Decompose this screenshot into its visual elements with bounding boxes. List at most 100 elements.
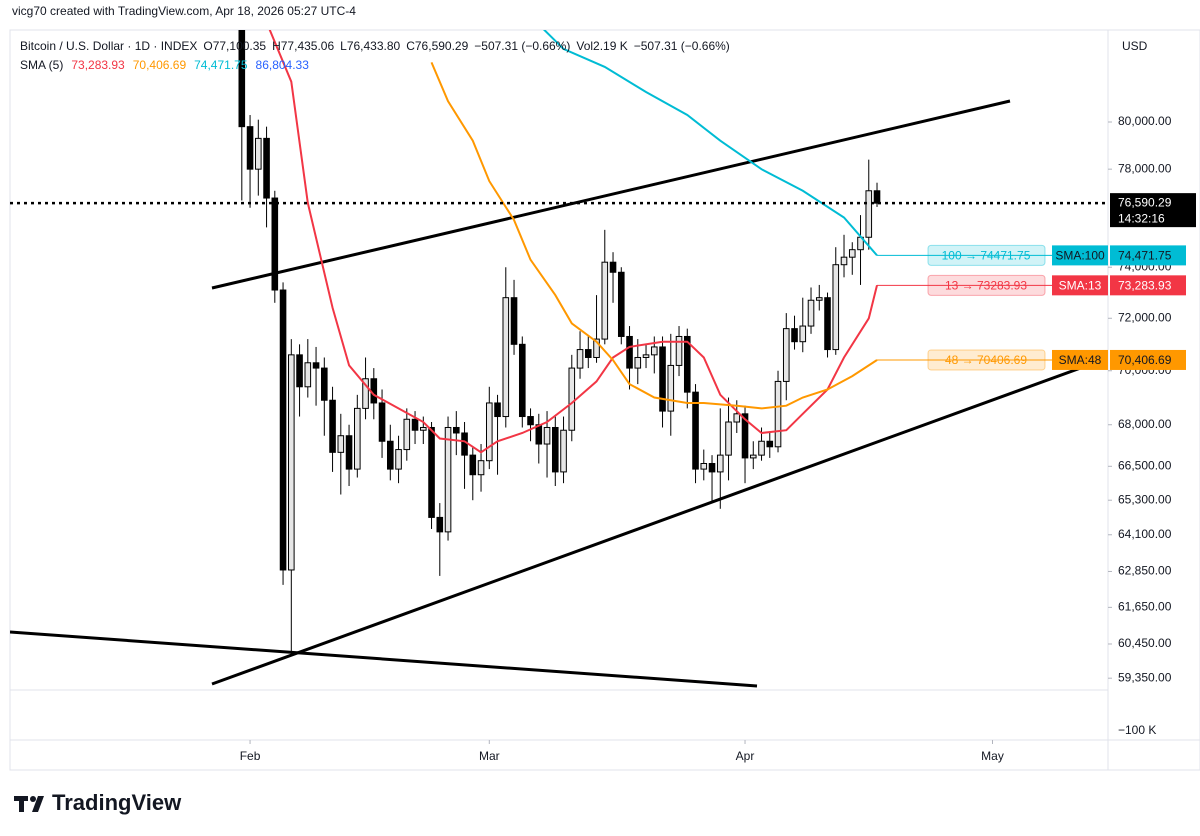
sma-line xyxy=(430,62,878,410)
y-tick-label: 64,100.00 xyxy=(1118,527,1172,541)
ohlc-stat: L76,433.80 xyxy=(340,39,400,53)
candle-body xyxy=(362,378,369,409)
candle-body xyxy=(716,454,724,473)
ohlc-stat: Vol2.19 K xyxy=(576,39,627,53)
candle-body xyxy=(329,399,336,453)
sma-value-tag xyxy=(1110,275,1186,296)
x-tick-label: Mar xyxy=(479,749,500,763)
candle-body xyxy=(527,416,534,426)
volume-axis-label: −100 K xyxy=(1118,723,1156,737)
sma-value-tag xyxy=(1110,349,1186,370)
candle-body xyxy=(741,413,749,459)
sma-value: 74,471.75 xyxy=(1118,249,1172,263)
candle-body xyxy=(494,402,501,418)
candle-body xyxy=(436,516,444,533)
sma-name-tag xyxy=(1052,349,1108,370)
sma-pill-label: 13 → 73283.93 xyxy=(945,279,1027,293)
candle-body xyxy=(477,460,485,476)
candle-body xyxy=(675,335,683,366)
legend-value: 73,283.93 xyxy=(71,58,125,72)
symbol: Bitcoin / U.S. Dollar · 1D · INDEX xyxy=(20,39,197,53)
candle-body xyxy=(824,297,831,351)
logo-mark xyxy=(19,796,24,812)
x-tick-label: Feb xyxy=(240,749,261,763)
candle-body xyxy=(444,426,452,533)
candle-body xyxy=(642,354,650,358)
candle-body xyxy=(411,418,419,431)
candle-body xyxy=(304,362,312,388)
candle-body xyxy=(386,440,394,470)
y-tick-label: 62,850.00 xyxy=(1118,564,1172,578)
candle-body xyxy=(510,297,518,345)
symbol-header: Bitcoin / U.S. Dollar · 1D · INDEX O77,10… xyxy=(20,39,730,53)
y-tick-label: 72,000.00 xyxy=(1118,310,1172,324)
attribution: vicg70 created with TradingView.com, Apr… xyxy=(12,4,356,18)
candle-body xyxy=(617,271,625,337)
candle-body xyxy=(452,426,460,434)
candle-body xyxy=(568,367,576,431)
candle-body xyxy=(683,335,691,393)
candle-body xyxy=(700,462,708,470)
trend-line xyxy=(10,630,758,688)
candle-body xyxy=(469,454,477,476)
last-price-label: 76,590.29 xyxy=(1118,195,1172,209)
candle-body xyxy=(296,354,303,388)
candle-body xyxy=(288,354,295,571)
y-tick-label: 60,450.00 xyxy=(1118,636,1172,650)
sma-value: 73,283.93 xyxy=(1118,279,1172,293)
candle-body xyxy=(518,343,526,418)
y-tick-label: 80,000.00 xyxy=(1118,114,1172,128)
candle-body xyxy=(807,299,815,327)
candle-body xyxy=(263,137,270,199)
y-tick-label: 78,000.00 xyxy=(1118,161,1172,175)
candle-body xyxy=(733,413,741,423)
candle-body xyxy=(378,402,386,442)
y-tick-label: 61,650.00 xyxy=(1118,600,1172,614)
currency-label: USD xyxy=(1122,39,1148,53)
candle-body xyxy=(551,426,559,473)
legend: SMA (5) 73,283.93 70,406.69 74,471.75 86,804… xyxy=(20,58,309,72)
sma-pill xyxy=(927,349,1046,371)
candle-body xyxy=(650,346,658,356)
candle-body xyxy=(725,421,732,456)
candle-body xyxy=(255,137,262,170)
candle-body xyxy=(246,126,254,170)
candle-body xyxy=(485,402,493,462)
sma-line xyxy=(268,30,878,454)
candle-body xyxy=(395,449,402,470)
candle-body xyxy=(766,440,774,448)
candle-body xyxy=(576,349,584,369)
candle-body xyxy=(799,325,807,343)
candle-body xyxy=(634,356,642,369)
candle-body xyxy=(345,435,353,470)
candle-body xyxy=(815,297,823,301)
sma-name-tag xyxy=(1052,275,1108,296)
x-tick-label: May xyxy=(981,749,1004,763)
legend-value: 74,471.75 xyxy=(194,58,248,72)
logo: TradingView xyxy=(14,790,182,815)
candle-body xyxy=(321,367,328,401)
candle-body xyxy=(543,426,551,445)
chart-frame xyxy=(9,29,1200,771)
legend-value: 86,804.33 xyxy=(256,58,310,72)
sma-name-tag xyxy=(1052,245,1108,266)
candle-body xyxy=(560,429,567,473)
candle-body xyxy=(873,190,881,204)
logo-mark xyxy=(30,796,36,802)
candle-body xyxy=(419,426,427,431)
candle-body xyxy=(692,391,699,470)
y-tick-label: 68,000.00 xyxy=(1118,417,1172,431)
candle-body xyxy=(791,328,798,343)
logo-mark xyxy=(32,796,44,812)
candle-body xyxy=(403,418,411,451)
candle-body xyxy=(428,426,435,518)
ohlc-stat: −507.31 (−0.66%) xyxy=(474,39,570,53)
candle-body xyxy=(848,249,856,258)
candle-body xyxy=(370,378,378,404)
candle-body xyxy=(667,364,675,412)
candle-body xyxy=(758,440,765,456)
candle-body xyxy=(354,407,361,470)
candle-body xyxy=(271,197,279,291)
